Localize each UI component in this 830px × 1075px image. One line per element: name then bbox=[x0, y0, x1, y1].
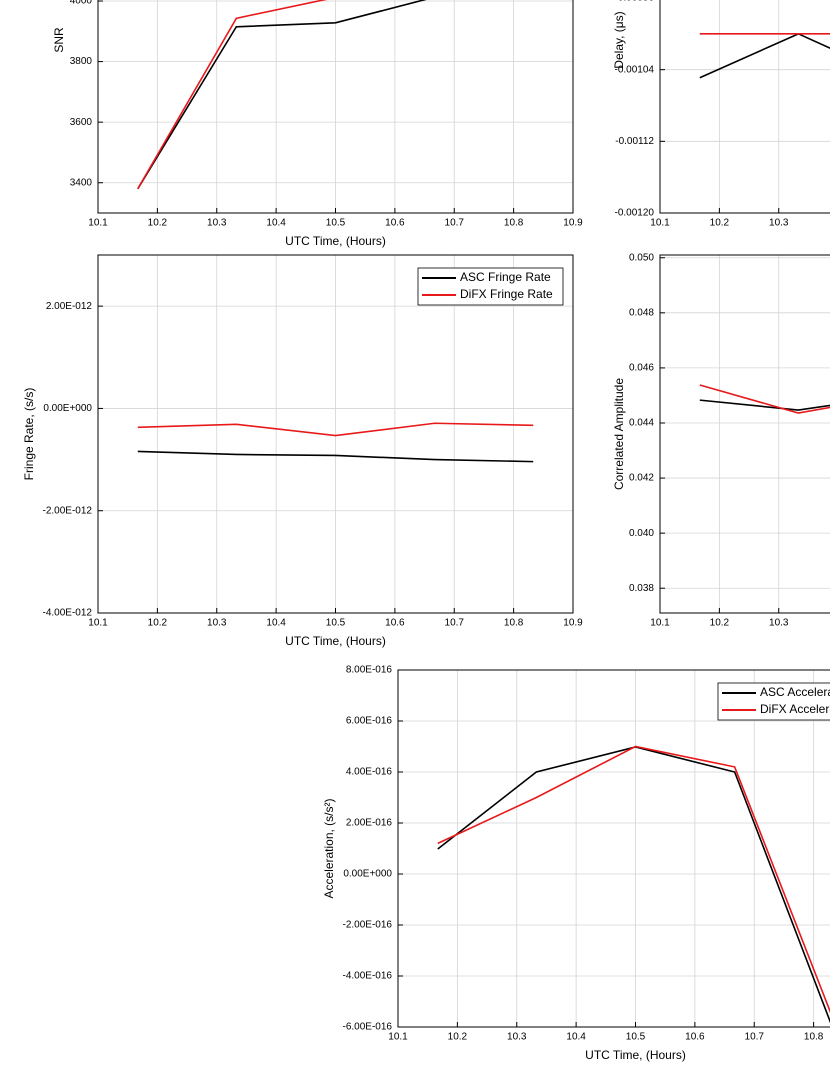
y-tick-label: 4.00E-016 bbox=[346, 767, 393, 778]
series-line bbox=[699, 384, 830, 414]
x-tick-label: 10.2 bbox=[148, 218, 168, 229]
x-tick-label: 10.5 bbox=[326, 218, 346, 229]
x-tick-label: 10.2 bbox=[710, 218, 730, 229]
y-tick-label: 2.00E-016 bbox=[346, 818, 393, 829]
x-tick-label: 10.7 bbox=[745, 1032, 765, 1043]
x-tick-label: 10.3 bbox=[507, 1032, 527, 1043]
y-tick-label: 0.040 bbox=[629, 528, 654, 539]
y-tick-label: -2.00E-012 bbox=[43, 505, 93, 516]
y-axis-title: Acceleration, (s/s²) bbox=[322, 798, 336, 898]
plot-frame bbox=[659, 254, 830, 614]
x-tick-label: 10.9 bbox=[563, 618, 583, 629]
legend-label: DiFX Fringe Rate bbox=[460, 287, 553, 301]
x-tick-label: 10.7 bbox=[445, 218, 465, 229]
series-line bbox=[437, 745, 830, 1014]
y-axis-title: Delay, (μs) bbox=[612, 11, 626, 68]
series-line bbox=[137, 0, 328, 190]
y-tick-label: 0.042 bbox=[629, 473, 654, 484]
x-tick-label: 10.2 bbox=[710, 618, 730, 629]
y-tick-label: 3400 bbox=[70, 177, 93, 188]
x-axis-title: UTC Time, (Hours) bbox=[285, 234, 386, 248]
x-tick-label: 10.2 bbox=[148, 618, 168, 629]
chart-panel: 10.1 10.2 10.3 -0.00120 -0.00112 -0.00104 -0.0… bbox=[612, 0, 830, 229]
y-tick-label: -0.00096 bbox=[615, 0, 655, 4]
plot-frame bbox=[397, 669, 830, 1028]
plot-frame bbox=[659, 0, 830, 214]
y-tick-label: -0.00120 bbox=[615, 208, 655, 219]
series-line bbox=[137, 450, 534, 463]
y-tick-label: -4.00E-012 bbox=[43, 608, 93, 619]
x-tick-label: 10.7 bbox=[445, 618, 465, 629]
x-tick-label: 10.3 bbox=[769, 218, 789, 229]
y-tick-label: 0.038 bbox=[629, 583, 654, 594]
legend-label: ASC Fringe Rate bbox=[460, 270, 551, 284]
series-group bbox=[437, 745, 830, 1024]
y-tick-label: 3800 bbox=[70, 56, 93, 67]
y-tick-label: 2.00E-012 bbox=[46, 301, 93, 312]
y-tick-label: 4000 bbox=[70, 0, 93, 7]
chart-panel: 10.1 10.2 10.3 0.038 0.040 0.042 0.044 0.046 0.0… bbox=[612, 252, 830, 629]
series-group bbox=[137, 0, 427, 190]
series-group bbox=[137, 422, 534, 463]
x-tick-label: 10.5 bbox=[626, 1032, 646, 1043]
series-group bbox=[699, 384, 830, 414]
y-tick-label: -0.00104 bbox=[615, 64, 655, 75]
chart-panel: 10.1 10.2 10.3 10.4 10.5 10.6 10.7 10.8 10.9 3400… bbox=[52, 0, 583, 248]
x-tick-label: 10.5 bbox=[326, 618, 346, 629]
x-tick-label: 10.6 bbox=[685, 1032, 705, 1043]
chart-panel: 10.1 10.2 10.3 10.4 10.5 10.6 10.7 10.8 -6.00E-0… bbox=[322, 665, 830, 1062]
y-tick-label: 0.00E+000 bbox=[343, 869, 392, 880]
x-tick-label: 10.4 bbox=[266, 218, 286, 229]
x-tick-label: 10.1 bbox=[650, 618, 670, 629]
y-tick-label: 0.048 bbox=[629, 307, 654, 318]
y-tick-label: 0.00E+000 bbox=[43, 403, 92, 414]
x-tick-label: 10.3 bbox=[207, 618, 227, 629]
y-tick-label: 8.00E-016 bbox=[346, 665, 393, 676]
series-line bbox=[699, 399, 830, 411]
x-tick-label: 10.3 bbox=[207, 218, 227, 229]
x-tick-label: 10.4 bbox=[266, 618, 286, 629]
chart-panel: 10.1 10.2 10.3 10.4 10.5 10.6 10.7 10.8 10.9 -4.0… bbox=[22, 254, 583, 648]
x-tick-label: 10.6 bbox=[385, 618, 405, 629]
y-tick-label: -6.00E-016 bbox=[343, 1022, 393, 1033]
x-tick-label: 10.4 bbox=[566, 1032, 586, 1043]
x-tick-label: 10.8 bbox=[504, 618, 524, 629]
y-tick-label: -0.00112 bbox=[615, 136, 654, 147]
x-tick-label: 10.1 bbox=[388, 1032, 408, 1043]
x-tick-label: 10.1 bbox=[88, 618, 108, 629]
series-line bbox=[137, 422, 534, 437]
legend-box bbox=[717, 682, 830, 721]
series-group bbox=[699, 32, 830, 79]
legend-box bbox=[417, 267, 564, 306]
y-tick-label: 6.00E-016 bbox=[346, 716, 393, 727]
x-tick-label: 10.1 bbox=[88, 218, 108, 229]
x-tick-label: 10.3 bbox=[769, 618, 789, 629]
y-axis-title: SNR bbox=[52, 27, 66, 53]
y-tick-label: 0.044 bbox=[629, 418, 654, 429]
x-tick-label: 10.9 bbox=[563, 218, 583, 229]
series-line bbox=[137, 0, 427, 190]
legend-label: ASC Acceleration bbox=[760, 685, 830, 699]
y-tick-label: 0.050 bbox=[629, 252, 654, 263]
x-axis-title: UTC Time, (Hours) bbox=[585, 1048, 686, 1062]
x-tick-label: 10.2 bbox=[448, 1032, 468, 1043]
y-axis-title: Fringe Rate, (s/s) bbox=[22, 388, 36, 481]
series-line bbox=[437, 746, 830, 1024]
y-tick-label: 0.046 bbox=[629, 363, 654, 374]
y-axis-title: Correlated Amplitude bbox=[612, 378, 626, 490]
legend-label: DiFX Acceleration bbox=[760, 702, 830, 716]
y-tick-label: -4.00E-016 bbox=[343, 971, 393, 982]
x-tick-label: 10.8 bbox=[804, 1032, 824, 1043]
x-tick-label: 10.6 bbox=[385, 218, 405, 229]
y-tick-label: -2.00E-016 bbox=[343, 920, 393, 931]
x-axis-title: UTC Time, (Hours) bbox=[285, 634, 386, 648]
x-tick-label: 10.8 bbox=[504, 218, 524, 229]
y-tick-label: 3600 bbox=[70, 117, 93, 128]
x-tick-label: 10.1 bbox=[650, 218, 670, 229]
